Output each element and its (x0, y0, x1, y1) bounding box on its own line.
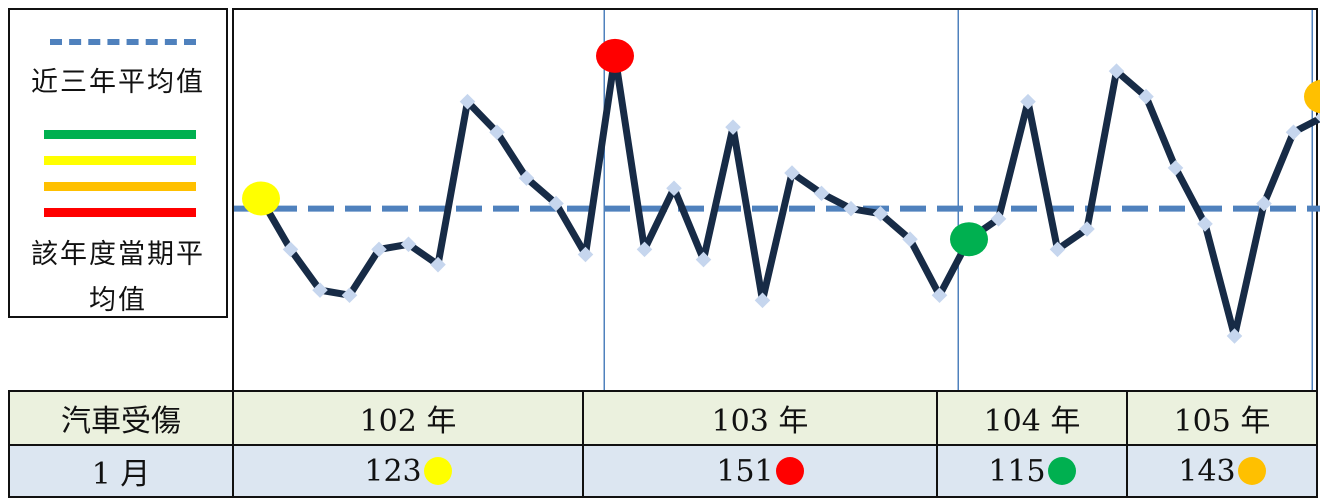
value-105: 143 (1178, 453, 1236, 489)
data-point-marker (1285, 124, 1302, 141)
data-point-marker (813, 185, 830, 202)
data-point-marker (1020, 93, 1036, 110)
data-table: 汽車受傷 102 年 103 年 104 年 105 年 1 月 123 151… (8, 389, 1318, 498)
value-102: 123 (364, 453, 422, 489)
data-point-marker (784, 165, 800, 181)
highlight-point (242, 181, 280, 216)
chart-plot-area (232, 8, 1320, 392)
orange-dot-icon (1237, 456, 1266, 485)
legend-swatch-red (44, 208, 196, 217)
data-point-marker (548, 195, 564, 212)
green-dot-icon (1047, 456, 1076, 485)
line-chart (234, 10, 1320, 392)
row-header-cell: 汽車受傷 (8, 389, 234, 447)
legend: 近三年平均值 該年度當期平 均值 (8, 8, 228, 318)
value-cell-103: 151 (582, 444, 938, 498)
data-point-marker (636, 241, 653, 258)
highlight-point (596, 38, 634, 73)
series-line (257, 52, 1320, 340)
yellow-dot-icon (423, 456, 452, 485)
row-label-cell: 1 月 (8, 444, 234, 498)
value-cell-102: 123 (232, 444, 584, 498)
data-point-marker (400, 236, 417, 253)
data-point-marker (1226, 328, 1243, 344)
data-point-marker (1256, 195, 1272, 212)
value-104: 115 (988, 453, 1046, 489)
legend-swatch-orange (44, 182, 196, 191)
legend-period-label-line2: 均值 (89, 285, 147, 316)
data-point-marker (371, 241, 387, 258)
legend-swatch-yellow (44, 156, 196, 165)
data-point-marker (577, 246, 594, 263)
year-header-103: 103 年 (582, 389, 938, 447)
red-dot-icon (775, 456, 804, 485)
highlight-point (1304, 79, 1320, 114)
table-header-row: 汽車受傷 102 年 103 年 104 年 105 年 (8, 389, 1318, 447)
value-cell-105: 143 (1126, 444, 1318, 498)
data-point-marker (990, 211, 1007, 227)
data-point-marker (1108, 63, 1125, 79)
value-cell-104: 115 (936, 444, 1128, 498)
highlight-point (950, 222, 988, 257)
table-value-row: 1 月 123 151 115 143 (8, 444, 1318, 498)
data-point-marker (1138, 88, 1154, 105)
data-point-marker (430, 256, 446, 273)
value-103: 151 (716, 453, 774, 489)
legend-swatch-green (44, 130, 196, 139)
year-header-102: 102 年 (232, 389, 584, 447)
data-point-marker (1167, 160, 1184, 176)
year-header-105: 105 年 (1126, 389, 1318, 447)
legend-average-line-swatch (50, 39, 196, 45)
data-point-marker (1079, 221, 1095, 237)
data-point-marker (666, 180, 682, 197)
data-point-marker (843, 200, 859, 217)
data-point-marker (754, 292, 771, 309)
data-point-marker (1049, 241, 1066, 258)
data-point-marker (872, 205, 889, 222)
legend-average-label: 近三年平均值 (31, 67, 205, 98)
legend-period-label-line1: 該年度當期平 (31, 239, 205, 270)
data-point-marker (1197, 216, 1213, 232)
year-header-104: 104 年 (936, 389, 1128, 447)
data-point-marker (902, 231, 918, 247)
data-point-marker (725, 119, 741, 135)
data-point-marker (518, 170, 535, 186)
